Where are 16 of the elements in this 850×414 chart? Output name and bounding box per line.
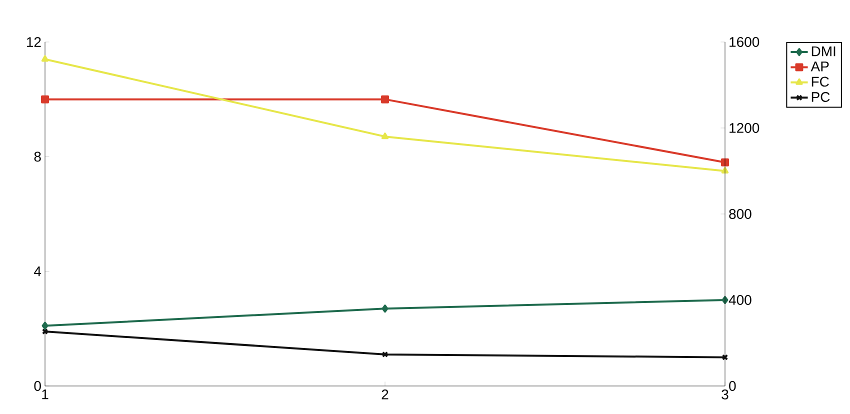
y-tick-label: 4 — [34, 266, 42, 276]
y-tick-label: 12 — [26, 37, 41, 47]
y2-tick-label: 1600 — [730, 37, 760, 47]
x-tick-label: 2 — [382, 390, 388, 400]
y-tick-label: 8 — [34, 152, 41, 162]
y2-tick-label: 400 — [728, 295, 752, 305]
legend-label: FC — [812, 76, 829, 87]
legend-label: AP — [810, 62, 829, 72]
x-tick-label: 1 — [42, 390, 48, 400]
x-tick-label: 3 — [722, 390, 728, 400]
legend-label: DMI — [812, 46, 836, 56]
y2-tick-label: 1200 — [730, 123, 760, 133]
legend-label: PC — [812, 92, 830, 102]
y2-tick-label: 0 — [729, 381, 736, 391]
y-tick-label: 0 — [34, 381, 41, 391]
y2-tick-label: 800 — [729, 209, 752, 219]
